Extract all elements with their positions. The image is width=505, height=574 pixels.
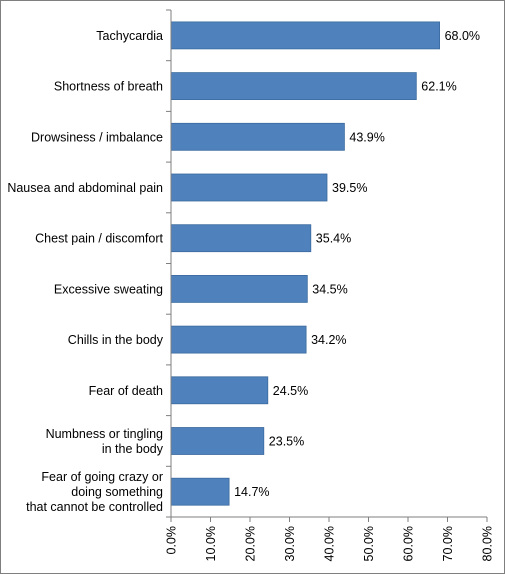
bar [170,376,269,405]
bar [170,21,441,50]
data-label: 62.1% [421,80,456,94]
data-label: 34.2% [311,333,346,347]
data-label: 68.0% [445,29,480,43]
data-label: 43.9% [349,130,384,144]
data-label: 24.5% [273,384,308,398]
bar [170,224,312,253]
bar [170,477,230,506]
data-label: 39.5% [332,181,367,195]
bar [170,427,265,455]
data-label: 35.4% [316,232,351,246]
category-label: Numbness or tingling in the body [46,427,164,456]
x-tick-label: 40.0% [323,526,337,561]
bar [170,274,308,303]
x-tick-label: 60.0% [402,526,416,561]
bar [170,173,328,202]
x-tick-label: 20.0% [244,526,258,561]
x-tick-label: 80.0% [481,526,495,561]
category-label: Shortness of breath [54,80,163,94]
bar [170,122,345,151]
category-label: Chest pain / discomfort [35,232,163,246]
x-tick-label: 50.0% [362,526,376,561]
category-label: Fear of death [89,384,163,398]
category-label: Fear of going crazy or doing something tha… [26,470,163,514]
x-tick-label: 0.0% [165,526,179,555]
category-label: Drowsiness / imbalance [31,130,163,144]
bar [170,72,417,100]
x-tick-label: 30.0% [283,526,297,561]
category-label: Tachycardia [96,29,163,43]
category-label: Excessive sweating [54,282,163,296]
x-tick-label: 70.0% [441,526,455,561]
category-label: Chills in the body [68,333,164,347]
data-label: 23.5% [269,435,304,449]
category-label: Nausea and abdominal pain [7,181,163,195]
data-label: 34.5% [312,282,347,296]
bar [170,325,307,354]
data-label: 14.7% [234,485,269,499]
x-tick-label: 10.0% [204,526,218,561]
